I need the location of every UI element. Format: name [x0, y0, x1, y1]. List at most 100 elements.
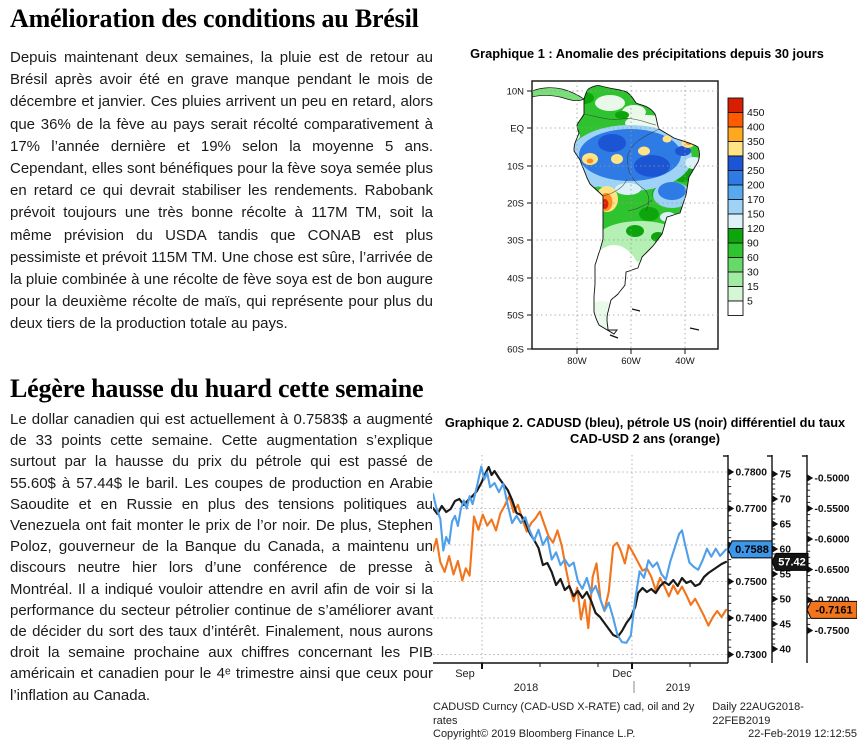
colorbar-label: 250 — [747, 165, 765, 177]
colorbar-label: 30 — [747, 267, 759, 279]
colorbar-label: 200 — [747, 180, 765, 192]
colorbar-cell — [727, 170, 744, 186]
map-lon-label: 60W — [621, 356, 641, 367]
axis-tick-label: 0.7400 — [736, 614, 768, 625]
map-lat-label: 50S — [507, 311, 524, 322]
country-borders — [583, 113, 660, 212]
colorbar-label: 400 — [747, 122, 765, 134]
central-america-landmass — [532, 87, 585, 102]
map-lat-label: 40S — [507, 274, 524, 285]
axis-tick-label: 60 — [780, 545, 792, 556]
x-label-dec: Dec — [612, 668, 632, 680]
map-lat-label: 20S — [507, 199, 524, 210]
graphique2-title: Graphique 2. CADUSD (bleu), pétrole US (… — [433, 415, 857, 447]
footer-timestamp: 22-Feb-2019 12:12:55 — [748, 728, 857, 740]
map-lat-label: 30S — [507, 236, 524, 247]
axis-tick-label: 65 — [780, 520, 792, 531]
graphique1-figure: Graphique 1 : Anomalie des précipitation… — [437, 46, 857, 370]
last-value-badge-oil: 57.42 — [771, 552, 809, 571]
axis-tick-label: 50 — [780, 595, 792, 606]
colorbar-label: 170 — [747, 194, 765, 206]
axis-tick-label: -0.5500 — [815, 504, 850, 515]
map-lat-label: EQ — [510, 124, 524, 135]
axis-tick-label: 0.7700 — [736, 504, 768, 515]
x-axis-labels: Sep Dec 2018 2019 — [455, 668, 690, 694]
colorbar-label: 90 — [747, 238, 759, 250]
axis-tick-label: 45 — [780, 620, 792, 631]
colorbar-cell — [727, 213, 744, 229]
section2-body: Le dollar canadien qui est actuellement … — [10, 411, 433, 704]
footer-range: Daily 22AUG2018-22FEB2019 — [712, 701, 804, 727]
colorbar-cell — [727, 228, 744, 244]
colorbar-cell — [727, 257, 744, 273]
series-line-oil — [433, 465, 728, 639]
badge-value: 0.7588 — [735, 544, 769, 556]
colorbar-label: 120 — [747, 223, 765, 235]
map-frame — [531, 80, 719, 350]
section1-title: Amélioration des conditions au Brésil — [10, 4, 419, 33]
graphique2-title-line2: CAD-USD 2 ans (orange) — [569, 431, 721, 446]
colorbar-label: 60 — [747, 252, 759, 264]
colorbar-cell — [727, 199, 744, 215]
axis-tick-label: 0.7300 — [736, 650, 768, 661]
graphique2-title-line1: Graphique 2. CADUSD (bleu), pétrole US (… — [444, 415, 846, 430]
colorbar-cell — [727, 141, 744, 157]
axis-tick-label: -0.6500 — [815, 565, 850, 576]
map-colorbar: 450 400 350 300 250 200 170 150 120 90 60 30 15 5 — [727, 97, 765, 316]
colorbar-cell — [727, 242, 744, 258]
series-line-spread — [433, 495, 728, 630]
section2-title: Légère hausse du huard cette semaine — [10, 374, 424, 403]
colorbar-cell — [727, 271, 744, 287]
last-value-badge-cadusd: 0.7588 — [727, 540, 773, 559]
axis-tick-label: 0.7800 — [736, 468, 768, 479]
map-ticks — [527, 90, 686, 354]
badge-value: 57.42 — [778, 557, 806, 569]
colorbar-label: 15 — [747, 281, 759, 293]
section1-body: Depuis maintenant deux semaines, la plui… — [10, 49, 433, 333]
badge-value: -0.7161 — [815, 605, 852, 617]
footer-source: CADUSD Curncy (CAD-USD X-RATE) cad, oil … — [433, 701, 695, 727]
colorbar-label: 350 — [747, 136, 765, 148]
colorbar-label: 150 — [747, 209, 765, 221]
colorbar-cell — [727, 155, 744, 171]
cadusd-oil-spread-chart: 0.78000.77000.76000.75000.74000.73007570… — [433, 455, 857, 694]
map-lon-label: 40W — [675, 356, 695, 367]
axis-tick-label: 70 — [780, 495, 792, 506]
map-lon-label: 80W — [567, 356, 587, 367]
anomaly-shading — [574, 92, 700, 334]
graphique1-title: Graphique 1 : Anomalie des précipitation… — [470, 46, 824, 61]
colorbar-label: 5 — [747, 296, 753, 308]
axis-tick-label: 0.7500 — [736, 577, 768, 588]
colorbar-cell — [727, 112, 744, 128]
map-lat-label: 60S — [507, 345, 524, 356]
map-axis-labels: 10N EQ 10S 20S 30S 40S 50S 60S 80W 60W 40W — [507, 87, 695, 368]
series-line-cadusd — [433, 465, 728, 644]
x-label-2018: 2018 — [514, 682, 538, 694]
axis-tick-label: 55 — [780, 570, 792, 581]
last-value-badge-spread: -0.7161 — [806, 600, 857, 619]
y-axis-spread: -0.5000-0.5500-0.6000-0.6500-0.7000-0.75… — [802, 455, 850, 663]
colorbar-cell — [727, 300, 744, 316]
x-label-2019: 2019 — [666, 682, 690, 694]
colorbar-cell — [727, 286, 744, 302]
axis-tick-label: 75 — [780, 470, 792, 481]
axis-tick-label: -0.7500 — [815, 626, 850, 637]
bloomberg-footer: CADUSD Curncy (CAD-USD X-RATE) cad, oil … — [433, 701, 857, 742]
axis-tick-label: -0.5000 — [815, 474, 850, 485]
precipitation-anomaly-map: 10N EQ 10S 20S 30S 40S 50S 60S 80W 60W 40W 450 400 35… — [507, 80, 765, 368]
axis-tick-label: -0.6000 — [815, 535, 850, 546]
colorbar-label: 300 — [747, 151, 765, 163]
colorbar-label: 450 — [747, 107, 765, 119]
colorbar-cell — [727, 97, 744, 113]
x-axis — [433, 662, 728, 669]
graphique2-figure: Graphique 2. CADUSD (bleu), pétrole US (… — [433, 415, 857, 742]
x-label-sep: Sep — [455, 668, 475, 680]
map-lat-label: 10N — [507, 87, 525, 98]
colorbar-cell — [727, 126, 744, 142]
map-lat-label: 10S — [507, 162, 524, 173]
footer-copyright: Copyright© 2019 Bloomberg Finance L.P. — [433, 728, 636, 740]
islands — [609, 308, 700, 339]
axis-tick-label: 40 — [780, 645, 792, 656]
